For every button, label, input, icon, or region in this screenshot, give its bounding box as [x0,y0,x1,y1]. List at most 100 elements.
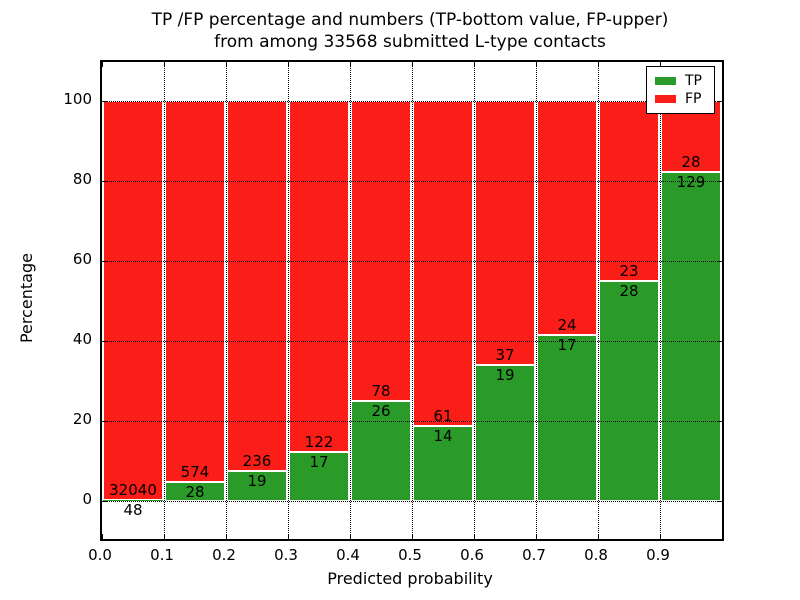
tp-count-label: 28 [185,483,205,502]
tp-bar-segment [537,335,597,501]
x-tick-bottom [164,534,165,539]
y-tick-left [102,501,107,502]
tp-count-label: 26 [371,402,391,420]
fp-bar-segment [289,101,349,453]
legend: TP FP [646,66,715,114]
chart-title-line1: TP /FP percentage and numbers (TP-bottom… [151,10,669,30]
fp-count-label: 61 [433,407,453,426]
x-tick-label: 0.5 [398,546,422,564]
stacked-bar: 37 19 [474,62,536,539]
x-tick-label: 0.3 [274,546,298,564]
tp-count-label: 17 [557,336,577,355]
v-gridline [410,62,414,539]
tp-count-label: 17 [309,453,329,472]
chart-title-line2: from among 33568 submitted L-type contac… [214,32,606,52]
fp-count-label: 122 [304,433,334,452]
x-tick-label: 0.4 [336,546,360,564]
v-gridline [658,62,662,539]
x-tick-bottom [536,534,537,539]
y-tick-right [717,501,722,502]
x-tick-label: 0.8 [584,546,608,564]
tp-bar-segment [661,172,721,501]
fp-bar-segment [103,101,163,501]
tp-swatch [655,77,676,85]
tp-bar-segment [351,401,411,501]
fp-count-label: 24 [557,316,577,335]
y-axis-label: Percentage [17,253,36,344]
chart-title: TP /FP percentage and numbers (TP-bottom… [90,9,730,53]
legend-item-fp: FP [655,92,706,106]
fp-swatch [655,95,676,103]
y-tick-label: 40 [72,330,92,348]
x-tick-top [102,62,103,67]
fp-count-label: 574 [180,463,210,482]
fp-count-label: 37 [495,346,515,365]
y-tick-right [717,421,722,422]
x-axis-label: Predicted probability [327,569,493,588]
v-gridline [162,62,166,539]
legend-item-tp: TP [655,74,706,88]
x-tick-bottom [412,534,413,539]
stacked-bar: 28 129 [660,62,722,539]
x-tick-bottom [350,534,351,539]
v-gridline [348,62,352,539]
y-tick-right [717,261,722,262]
x-tick-top [536,62,537,67]
tp-count-label: 19 [247,472,267,491]
stacked-bar: 236 19 [226,62,288,539]
fp-legend-label: FP [685,91,702,107]
x-tick-bottom [102,534,103,539]
fp-count-label: 23 [619,262,639,281]
v-gridline [286,62,290,539]
x-tick-top [660,62,661,67]
fp-bar-segment [413,101,473,427]
fp-count-label: 32040 [109,481,157,500]
v-gridline [224,62,228,539]
y-tick-label: 100 [63,90,92,108]
h-gridline [102,421,722,422]
h-gridline [102,101,722,102]
h-gridline [102,501,722,502]
x-tick-top [474,62,475,67]
fp-count-label: 28 [681,153,701,172]
v-gridline [596,62,600,539]
x-tick-label: 0.0 [88,546,112,564]
tp-bar-segment [599,281,659,501]
plot-area: 32040 48 574 28 236 19 122 17 78 26 61 14 37 19 24 17 23… [100,60,724,541]
x-tick-bottom [288,534,289,539]
tp-count-label: 48 [123,501,143,520]
x-tick-label: 0.7 [522,546,546,564]
tp-bar-segment [289,452,349,501]
fp-bar-segment [165,101,225,483]
stacked-bar: 122 17 [288,62,350,539]
fp-bar-segment [537,101,597,336]
y-tick-label: 0 [82,490,92,508]
x-tick-bottom [598,534,599,539]
tp-bar-segment [475,365,535,501]
y-tick-right [717,101,722,102]
x-tick-top [226,62,227,67]
tp-count-label: 19 [495,366,515,385]
x-tick-bottom [226,534,227,539]
fp-bar-segment [227,101,287,472]
x-tick-top [288,62,289,67]
x-tick-top [412,62,413,67]
y-tick-right [717,341,722,342]
x-tick-bottom [660,534,661,539]
tp-count-label: 14 [433,427,453,446]
x-tick-label: 0.2 [212,546,236,564]
x-tick-label: 0.6 [460,546,484,564]
h-gridline [102,261,722,262]
y-tick-left [102,261,107,262]
y-tick-left [102,341,107,342]
tp-bar-segment [227,471,287,501]
x-tick-bottom [474,534,475,539]
stacked-bar: 61 14 [412,62,474,539]
v-gridline [534,62,538,539]
y-tick-label: 20 [72,410,92,428]
tp-count-label: 129 [676,173,706,192]
h-gridline [102,181,722,182]
y-tick-label: 80 [72,170,92,188]
y-tick-left [102,101,107,102]
